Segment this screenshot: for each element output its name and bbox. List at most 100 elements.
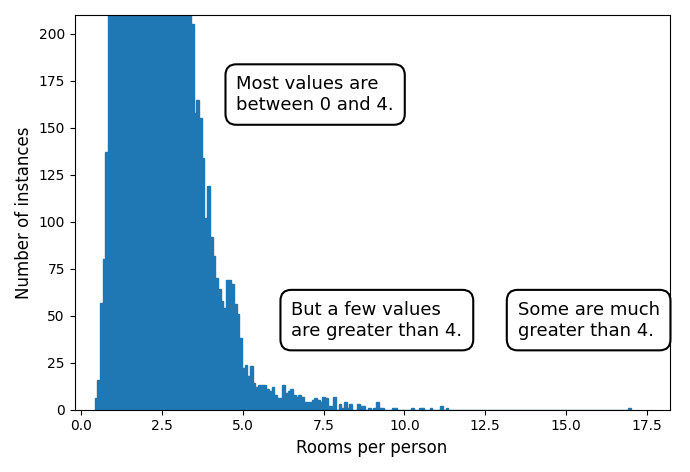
Bar — [121, 0, 124, 410]
Bar — [135, 0, 137, 410]
Bar — [363, 406, 365, 410]
Bar — [419, 408, 422, 410]
Bar — [285, 393, 288, 410]
Bar — [266, 389, 269, 410]
Bar — [218, 289, 221, 410]
Bar — [210, 237, 213, 410]
Bar — [106, 152, 108, 410]
Bar — [242, 368, 245, 410]
Bar — [271, 387, 274, 410]
Bar — [250, 366, 253, 410]
Bar — [357, 404, 360, 410]
Bar — [221, 301, 224, 410]
Bar — [306, 402, 309, 410]
Bar — [279, 398, 282, 410]
Bar — [312, 400, 315, 410]
Bar — [132, 0, 135, 410]
Bar — [148, 0, 151, 410]
Bar — [430, 408, 433, 410]
Bar — [194, 113, 197, 410]
Bar — [274, 395, 277, 410]
Bar — [201, 158, 204, 410]
Bar — [130, 0, 132, 410]
Bar — [309, 402, 312, 410]
Bar — [360, 406, 363, 410]
Bar — [159, 0, 161, 410]
Bar — [161, 0, 164, 410]
Bar — [368, 408, 371, 410]
Bar — [140, 0, 143, 410]
Bar — [188, 0, 191, 410]
Bar — [224, 308, 226, 410]
Bar — [261, 385, 264, 410]
Bar — [146, 0, 148, 410]
Bar — [290, 389, 293, 410]
Bar — [341, 408, 344, 410]
Bar — [204, 218, 207, 410]
Bar — [293, 395, 295, 410]
Bar — [207, 186, 210, 410]
Bar — [269, 391, 271, 410]
Bar — [199, 118, 201, 410]
Bar — [103, 259, 106, 410]
Bar — [215, 278, 218, 410]
Bar — [186, 0, 188, 410]
Bar — [628, 408, 631, 410]
Bar — [339, 404, 341, 410]
Bar — [295, 396, 298, 410]
Bar — [154, 0, 156, 410]
Bar — [197, 100, 199, 410]
Bar — [143, 0, 146, 410]
Y-axis label: Number of instances: Number of instances — [15, 126, 33, 299]
Bar — [100, 303, 103, 410]
Bar — [137, 0, 140, 410]
Bar — [180, 0, 183, 410]
Bar — [382, 408, 384, 410]
Bar — [113, 0, 116, 410]
Bar — [226, 280, 228, 410]
Bar — [392, 408, 395, 410]
Bar — [282, 385, 285, 410]
Bar — [213, 256, 215, 410]
Bar — [298, 395, 301, 410]
Bar — [231, 284, 234, 410]
Bar — [319, 402, 322, 410]
Bar — [119, 0, 121, 410]
Bar — [325, 398, 328, 410]
Text: Most values are
between 0 and 4.: Most values are between 0 and 4. — [236, 75, 394, 114]
Bar — [440, 406, 443, 410]
Bar — [277, 398, 279, 410]
Bar — [110, 0, 113, 410]
Bar — [379, 408, 382, 410]
Bar — [108, 0, 110, 410]
Bar — [317, 400, 319, 410]
Bar — [175, 0, 178, 410]
Bar — [127, 0, 130, 410]
Bar — [264, 385, 266, 410]
Bar — [234, 304, 237, 410]
Bar — [124, 0, 127, 410]
Bar — [164, 0, 167, 410]
Bar — [191, 25, 194, 410]
Bar — [344, 402, 346, 410]
Bar — [151, 0, 154, 410]
Bar — [328, 406, 331, 410]
Bar — [373, 408, 376, 410]
Bar — [97, 379, 100, 410]
Bar — [255, 387, 258, 410]
Bar — [253, 383, 255, 410]
Bar — [304, 402, 306, 410]
Bar — [237, 314, 239, 410]
Bar — [331, 406, 333, 410]
Bar — [346, 408, 349, 410]
Bar — [349, 404, 352, 410]
Bar — [248, 376, 250, 410]
Bar — [116, 0, 119, 410]
Bar — [395, 408, 397, 410]
Bar — [322, 396, 325, 410]
Bar — [422, 408, 424, 410]
Bar — [239, 338, 242, 410]
X-axis label: Rooms per person: Rooms per person — [297, 439, 448, 457]
Bar — [446, 408, 448, 410]
Bar — [376, 402, 379, 410]
